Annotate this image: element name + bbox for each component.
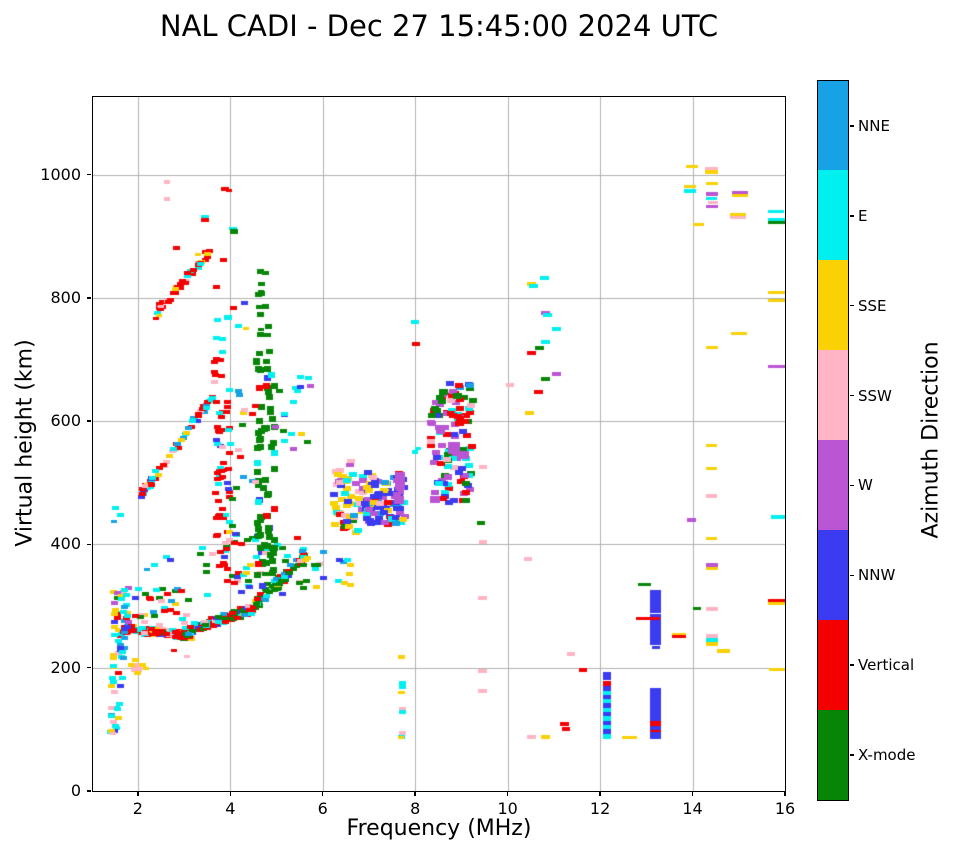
y-tick <box>86 420 91 422</box>
colorbar-segment-w <box>817 440 848 530</box>
y-axis-label: Virtual height (km) <box>12 339 38 547</box>
colorbar-tick-label: Vertical <box>858 656 915 675</box>
y-tick <box>86 173 91 176</box>
colorbar <box>816 79 849 801</box>
x-tick <box>599 792 601 796</box>
colorbar-segment-nne <box>817 80 848 171</box>
x-tick-label: 2 <box>132 799 143 818</box>
x-tick-label: 10 <box>497 799 518 818</box>
x-tick <box>506 792 509 796</box>
x-tick-label: 8 <box>410 799 421 818</box>
x-tick <box>414 792 416 796</box>
colorbar-tick-label: SSE <box>858 296 887 315</box>
x-tick <box>784 792 786 796</box>
colorbar-tick <box>850 304 854 307</box>
x-tick <box>321 792 324 796</box>
x-tick <box>229 792 232 796</box>
colorbar-tick <box>850 484 854 487</box>
colorbar-tick <box>850 574 854 577</box>
chart-title: NAL CADI - Dec 27 15:45:00 2024 UTC <box>159 9 719 43</box>
scatter-canvas <box>92 96 785 791</box>
plot-area <box>91 95 786 792</box>
colorbar-segment-e <box>817 170 848 261</box>
colorbar-tick <box>850 215 854 217</box>
x-axis-label: Frequency (MHz) <box>346 816 532 841</box>
colorbar-tick <box>850 125 854 127</box>
x-tick-label: 4 <box>225 799 236 818</box>
y-tick <box>86 790 91 792</box>
y-tick <box>86 543 91 546</box>
x-tick-label: 14 <box>682 799 703 818</box>
colorbar-tick-label: NNW <box>858 566 896 585</box>
y-tick-label: 0 <box>70 781 81 800</box>
x-tick-label: 6 <box>317 799 328 818</box>
x-tick-label: 12 <box>589 799 611 818</box>
y-tick-label: 400 <box>50 534 81 554</box>
colorbar-tick-label: NNE <box>858 116 890 135</box>
colorbar-title: Azimuth Direction <box>918 341 944 539</box>
x-tick <box>137 792 139 796</box>
colorbar-tick-label: E <box>858 206 868 225</box>
y-tick <box>86 297 91 299</box>
x-tick-label: 16 <box>774 799 796 818</box>
y-tick-label: 800 <box>50 287 81 307</box>
colorbar-tick-label: SSW <box>858 386 892 405</box>
colorbar-tick <box>850 394 854 397</box>
colorbar-tick <box>850 754 854 756</box>
colorbar-tick <box>850 664 854 666</box>
y-tick <box>86 666 91 669</box>
colorbar-tick-label: W <box>858 476 873 495</box>
colorbar-segment-nnw <box>817 529 848 620</box>
colorbar-segment-vertical <box>817 619 848 710</box>
y-tick-label: 1000 <box>40 164 81 184</box>
y-tick-label: 200 <box>50 657 81 677</box>
colorbar-segment-x-mode <box>817 709 848 800</box>
colorbar-segment-sse <box>817 260 848 351</box>
x-tick <box>691 792 694 796</box>
y-tick-label: 600 <box>50 411 81 431</box>
colorbar-segment-ssw <box>817 350 848 440</box>
colorbar-tick-label: X-mode <box>858 746 916 765</box>
